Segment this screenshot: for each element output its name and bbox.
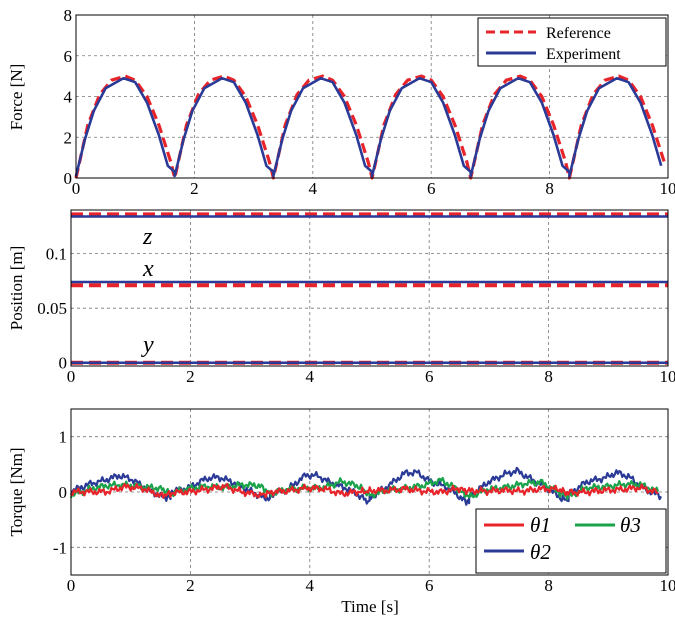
z-annotation: z	[142, 224, 153, 250]
position-series	[71, 212, 668, 365]
y-tick-label: 0	[59, 354, 68, 373]
x-tick-label: 6	[425, 576, 434, 595]
x-tick-label: 10	[660, 367, 675, 386]
force-legend-box	[477, 17, 667, 67]
y-tick-label: 6	[64, 47, 73, 66]
torque-axes-box	[70, 408, 669, 576]
torque-θ1-line	[70, 482, 659, 499]
legend-experiment-label: Experiment	[546, 46, 621, 63]
x-tick-label: 6	[425, 367, 434, 386]
y-tick-label: -1	[53, 538, 67, 557]
y-annotation: y	[141, 332, 154, 358]
x-tick-label: 2	[190, 179, 199, 198]
position-panel: 0 2 4 6 8 10 0 0.05 0.1 Position [m] z x y	[7, 209, 675, 386]
x-tick-label: 0	[67, 576, 76, 595]
x-tick-label: 2	[186, 367, 195, 386]
legend-reference-label: Reference	[546, 25, 611, 42]
x-tick-label: 4	[306, 367, 315, 386]
x-tick-label: 4	[306, 576, 315, 595]
legend-theta3-label: θ3	[620, 513, 641, 537]
force-ylabel: Force [N]	[7, 64, 26, 131]
x-tick-label: 8	[544, 576, 553, 595]
x-tick-label: 10	[660, 576, 675, 595]
x-tick-label: 2	[186, 576, 195, 595]
y-tick-label: 4	[64, 88, 73, 107]
force-legend: Reference Experiment	[477, 17, 667, 67]
position-axes-box	[70, 209, 669, 367]
x-annotation: x	[142, 256, 154, 282]
x-tick-label: 4	[309, 179, 318, 198]
force-series	[74, 74, 666, 180]
force-experiment-line	[74, 76, 663, 178]
force-panel: 0 2 4 6 8 10 0 2 4 6 8 Force [N] Reference Experim…	[7, 6, 675, 198]
y-tick-label: 0.05	[37, 299, 67, 318]
x-tick-label: 10	[660, 179, 675, 198]
y-tick-label: 0	[64, 169, 73, 188]
position-ylabel: Position [m]	[7, 246, 26, 331]
x-tick-label: 8	[544, 367, 553, 386]
y-tick-label: 0	[59, 483, 68, 502]
legend-theta2-label: θ2	[530, 540, 551, 564]
legend-theta1-label: θ1	[530, 513, 551, 537]
x-tick-label: 0	[72, 179, 81, 198]
position-ticks: 0 2 4 6 8 10 0 0.05 0.1	[37, 245, 675, 386]
torque-ticks: 0 2 4 6 8 10-101	[53, 428, 675, 595]
x-tick-label: 8	[545, 179, 554, 198]
force-ticks: 0 2 4 6 8 10 0 2 4 6 8	[64, 6, 675, 198]
torque-ylabel: Torque [Nm]	[7, 448, 26, 537]
torque-panel: 0 2 4 6 8 10-101 Torque [Nm] Time [s] θ1 θ2 θ…	[7, 408, 675, 616]
y-tick-label: 2	[64, 128, 73, 147]
x-tick-label: 0	[67, 367, 76, 386]
torque-legend-box	[475, 508, 667, 574]
y-tick-label: 1	[59, 428, 68, 447]
y-tick-label: 0.1	[46, 245, 67, 264]
torque-legend: θ1 θ2 θ3	[475, 508, 667, 574]
force-axes-box	[75, 14, 669, 179]
position-grid	[71, 210, 668, 366]
x-tick-label: 6	[427, 179, 436, 198]
y-tick-label: 8	[64, 6, 73, 25]
time-xlabel: Time [s]	[341, 597, 398, 616]
torque-series	[69, 466, 663, 506]
